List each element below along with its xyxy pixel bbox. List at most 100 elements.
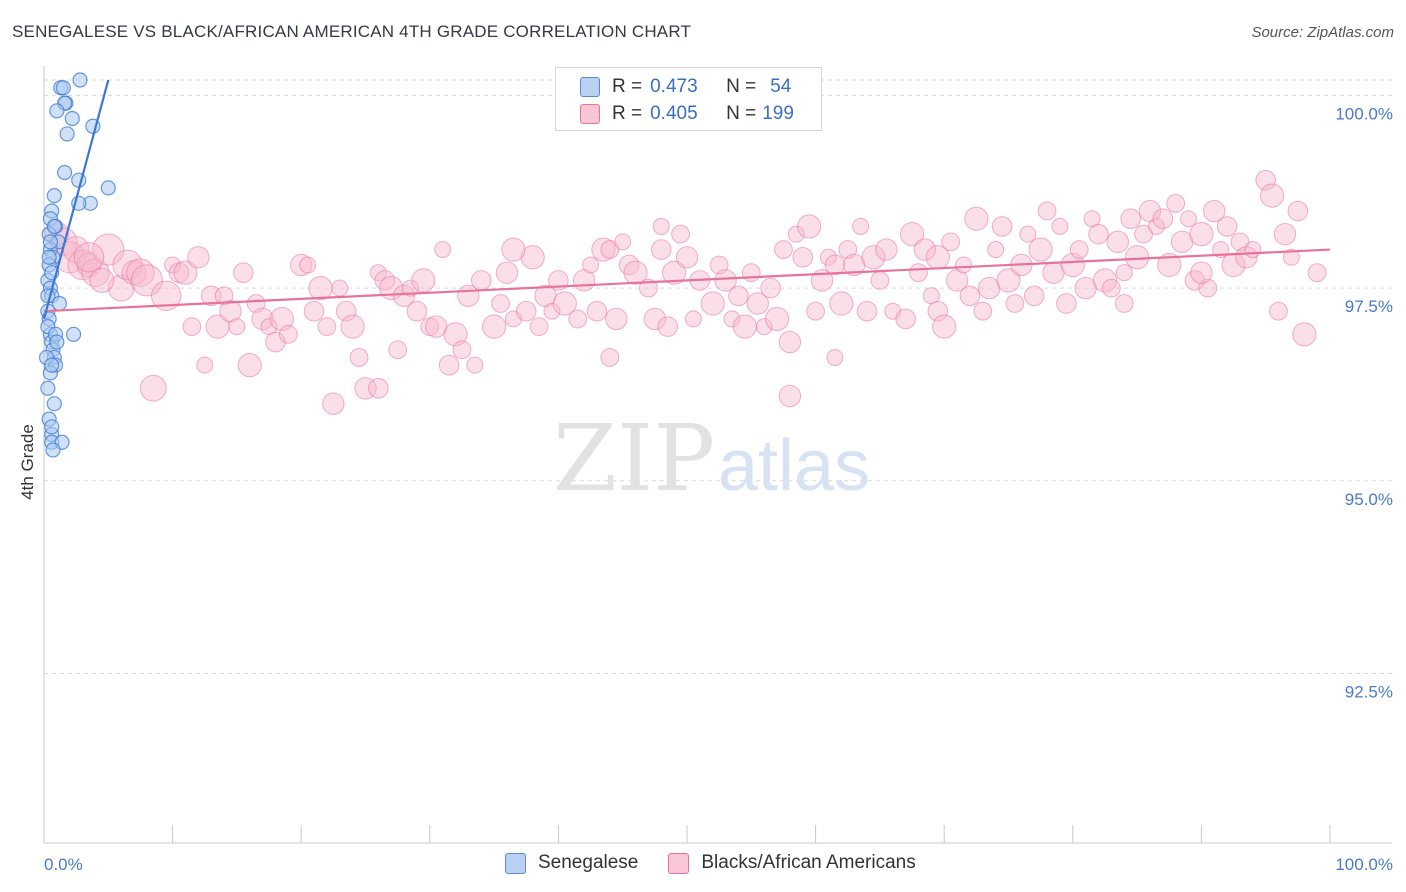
pink-point (605, 307, 628, 331)
pink-point (303, 300, 325, 322)
pink-point (1157, 252, 1182, 278)
pink-point (895, 308, 916, 330)
legend-swatch-pink (668, 852, 690, 874)
pink-point (806, 301, 825, 321)
blue-point (40, 380, 56, 396)
blue-point (44, 419, 60, 435)
legend-n-label: N = (726, 76, 757, 97)
blue-point (56, 164, 73, 181)
pink-point (973, 301, 993, 321)
pink-point (290, 253, 313, 277)
pink-point (251, 307, 274, 331)
y-axis-label: 4th Grade (18, 424, 37, 500)
pink-point (187, 246, 210, 269)
pink-point (792, 246, 814, 268)
legend-swatch-pink (580, 104, 600, 124)
pink-point (954, 256, 972, 274)
pink-point (1189, 222, 1214, 247)
blue-point (100, 180, 116, 196)
legend-row-senegalese: R = 0.473 N = 54 (580, 74, 791, 100)
pink-point (778, 330, 802, 354)
legend-label-senegalese: Senegalese (538, 852, 639, 873)
blue-point (64, 110, 80, 127)
pink-point (520, 245, 545, 270)
blue-point (46, 188, 62, 204)
pink-point (870, 270, 890, 290)
pink-point (899, 222, 925, 247)
pink-point (349, 348, 369, 367)
legend-n-value: 199 (762, 103, 794, 124)
pink-point (991, 216, 1013, 237)
pink-point (623, 260, 648, 285)
pink-point (582, 256, 600, 274)
pink-point (228, 318, 246, 336)
x-tick-label-max: 100.0% (1335, 855, 1393, 874)
pink-point (73, 242, 105, 273)
blue-point (55, 80, 71, 96)
pink-point (1180, 210, 1198, 228)
pink-point (586, 300, 608, 322)
pink-point (728, 285, 749, 307)
pink-point (368, 377, 389, 399)
pink-points (44, 169, 1327, 415)
pink-point (89, 267, 115, 293)
pink-point (829, 291, 854, 316)
pink-point (662, 260, 687, 285)
pink-point (173, 260, 198, 285)
pink-point (150, 280, 182, 311)
pink-point (1125, 245, 1150, 270)
pink-point (317, 317, 337, 337)
pink-point (639, 278, 658, 298)
pink-point (335, 300, 357, 322)
pink-point (233, 262, 254, 283)
pink-point (700, 291, 725, 316)
pink-point (932, 314, 957, 339)
legend-item-black[interactable]: Blacks/African Americans (668, 852, 916, 874)
pink-point (1273, 222, 1297, 246)
legend-item-senegalese[interactable]: Senegalese (505, 852, 638, 874)
trend-line-black (43, 248, 1331, 313)
watermark: ZIP atlas (553, 405, 870, 512)
pink-point (388, 340, 408, 360)
pink-point (614, 233, 632, 251)
blue-point (65, 326, 82, 342)
y-tick-label: 100.0% (1335, 104, 1393, 123)
pink-point (470, 270, 492, 291)
axis-labels: 100.0% 97.5% 95.0% 92.5% 0.0% 100.0% 4th Grade (18, 104, 1393, 874)
pink-point (139, 374, 167, 402)
pink-point (764, 306, 790, 332)
blue-point (41, 249, 57, 265)
pink-point (406, 300, 428, 322)
pink-point (600, 240, 620, 259)
pink-point (1282, 248, 1300, 266)
pink-point (909, 263, 928, 283)
pink-point (714, 269, 737, 292)
pink-point (1203, 199, 1226, 223)
pink-point (443, 322, 468, 347)
pink-point (308, 275, 333, 301)
pink-point (657, 316, 679, 337)
pink-point (824, 254, 846, 276)
pink-point (778, 384, 802, 408)
chart-title: SENEGALESE VS BLACK/AFRICAN AMERICAN 4TH… (12, 22, 692, 41)
pink-point (1292, 322, 1317, 347)
pink-point (1056, 293, 1077, 314)
pink-point (643, 307, 667, 331)
pink-point (322, 392, 345, 415)
pink-point (182, 317, 202, 337)
legend-r-label: R = (612, 103, 643, 124)
pink-point (1060, 252, 1085, 278)
pink-point (652, 217, 670, 235)
pink-point (1269, 301, 1288, 321)
y-tick-label: 95.0% (1345, 490, 1393, 509)
pink-point (787, 225, 805, 243)
blue-point (59, 126, 75, 142)
trend-lines (42, 79, 1331, 320)
pink-point (1114, 294, 1134, 313)
pink-point (107, 274, 135, 302)
blue-point (44, 357, 60, 373)
pink-point (852, 217, 870, 235)
pink-point (392, 284, 416, 307)
legend-n-label: N = (726, 103, 757, 124)
pink-point (278, 324, 298, 344)
